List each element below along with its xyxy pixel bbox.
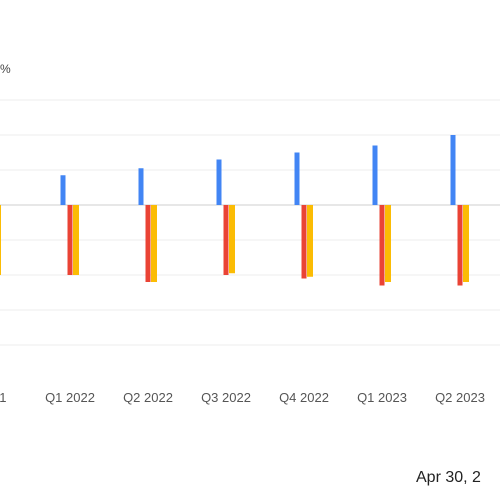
- x-axis-tick-labels: 2021 Q1 2022 Q2 2022 Q3 2022 Q4 2022 Q1 2023 Q…: [0, 390, 485, 405]
- bar-series1-6: [450, 135, 456, 205]
- x-tick-label: 2021: [0, 390, 6, 405]
- x-tick-label: Q3 2022: [201, 390, 251, 405]
- x-tick-label: Q4 2022: [279, 390, 329, 405]
- bar-series1-2: [138, 168, 144, 205]
- bar-series3-2: [151, 205, 157, 282]
- date-label: Apr 30, 2: [416, 469, 481, 486]
- bar-series1-3: [216, 159, 222, 205]
- x-tick-label: Q1 2022: [45, 390, 95, 405]
- x-tick-label: Q1 2023: [357, 390, 407, 405]
- x-tick-label: Q2 2023: [435, 390, 485, 405]
- bar-series3-0: [0, 205, 1, 275]
- bar-series2-5: [379, 205, 385, 286]
- bar-series2-4: [301, 205, 307, 279]
- bars: [0, 135, 469, 286]
- bar-series2-2: [145, 205, 151, 282]
- gridlines: [0, 99, 500, 346]
- bar-series2-1: [67, 205, 73, 275]
- bar-series3-3: [229, 205, 235, 274]
- bar-series3-6: [463, 205, 469, 282]
- bar-series3-1: [73, 205, 79, 275]
- bar-series1-5: [372, 145, 378, 205]
- bar-series2-6: [457, 205, 463, 286]
- bar-series3-4: [307, 205, 313, 277]
- bar-series1-4: [294, 152, 300, 205]
- axis-unit-label: %: [0, 62, 11, 76]
- bar-series3-5: [385, 205, 391, 282]
- x-tick-label: Q2 2022: [123, 390, 173, 405]
- bar-series2-3: [223, 205, 229, 275]
- bar-series1-1: [60, 175, 66, 205]
